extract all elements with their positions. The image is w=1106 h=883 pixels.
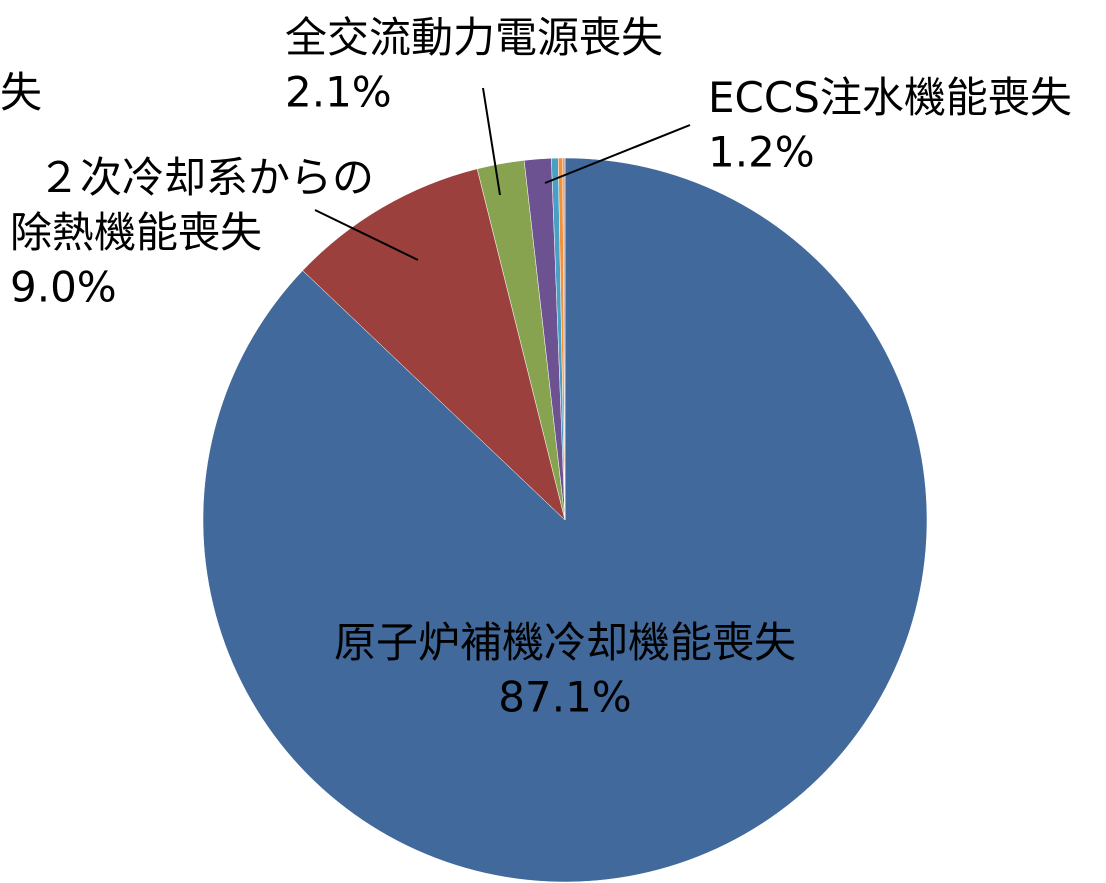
- slice-value-label: 87.1%: [498, 673, 631, 722]
- slice-label: ECCS注水機能喪失: [708, 73, 1072, 122]
- slice-label-line: 全交流動力電源喪失: [285, 13, 663, 62]
- slice-label: 原子炉補機冷却機能喪失: [334, 618, 796, 667]
- slice-label: 全交流動力電源喪失: [285, 13, 663, 62]
- pie-slice: [302, 168, 566, 521]
- slice-value-label: 2.1%: [285, 68, 392, 117]
- slice-label-line: 原子炉補機冷却機能喪失: [334, 618, 796, 667]
- slice-label: ２次冷却系からの除熱機能喪失: [10, 153, 374, 257]
- pie-slice: [562, 157, 566, 521]
- slice-label-line: 失: [0, 68, 42, 117]
- slice-value-label: 1.2%: [708, 128, 815, 177]
- leader-line: [482, 87, 501, 196]
- slice-label-line: ２次冷却系からの: [38, 153, 374, 202]
- slice-label-line: ECCS注水機能喪失: [708, 73, 1072, 122]
- leader-line: [544, 124, 691, 184]
- slice-label-line: 除熱機能喪失: [10, 208, 262, 257]
- slice-value-label: 9.0%: [10, 263, 117, 312]
- slice-label: 失: [0, 68, 42, 117]
- leader-line: [314, 209, 419, 261]
